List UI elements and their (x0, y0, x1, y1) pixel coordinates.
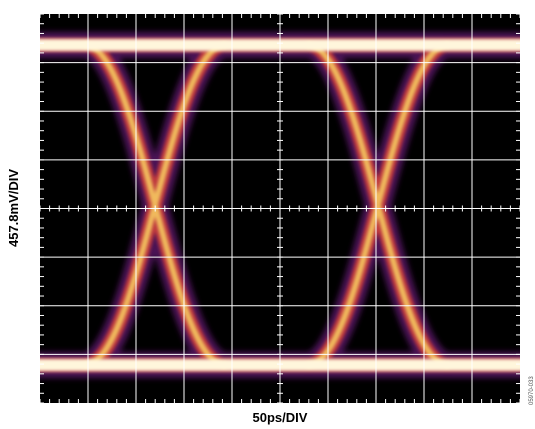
figure-id: 05970-033 (529, 376, 535, 405)
x-axis-label: 50ps/DIV (253, 410, 308, 425)
eye-diagram-figure: 50ps/DIV 457.8mV/DIV 05970-033 (0, 0, 535, 429)
y-axis-label: 457.8mV/DIV (6, 169, 21, 247)
